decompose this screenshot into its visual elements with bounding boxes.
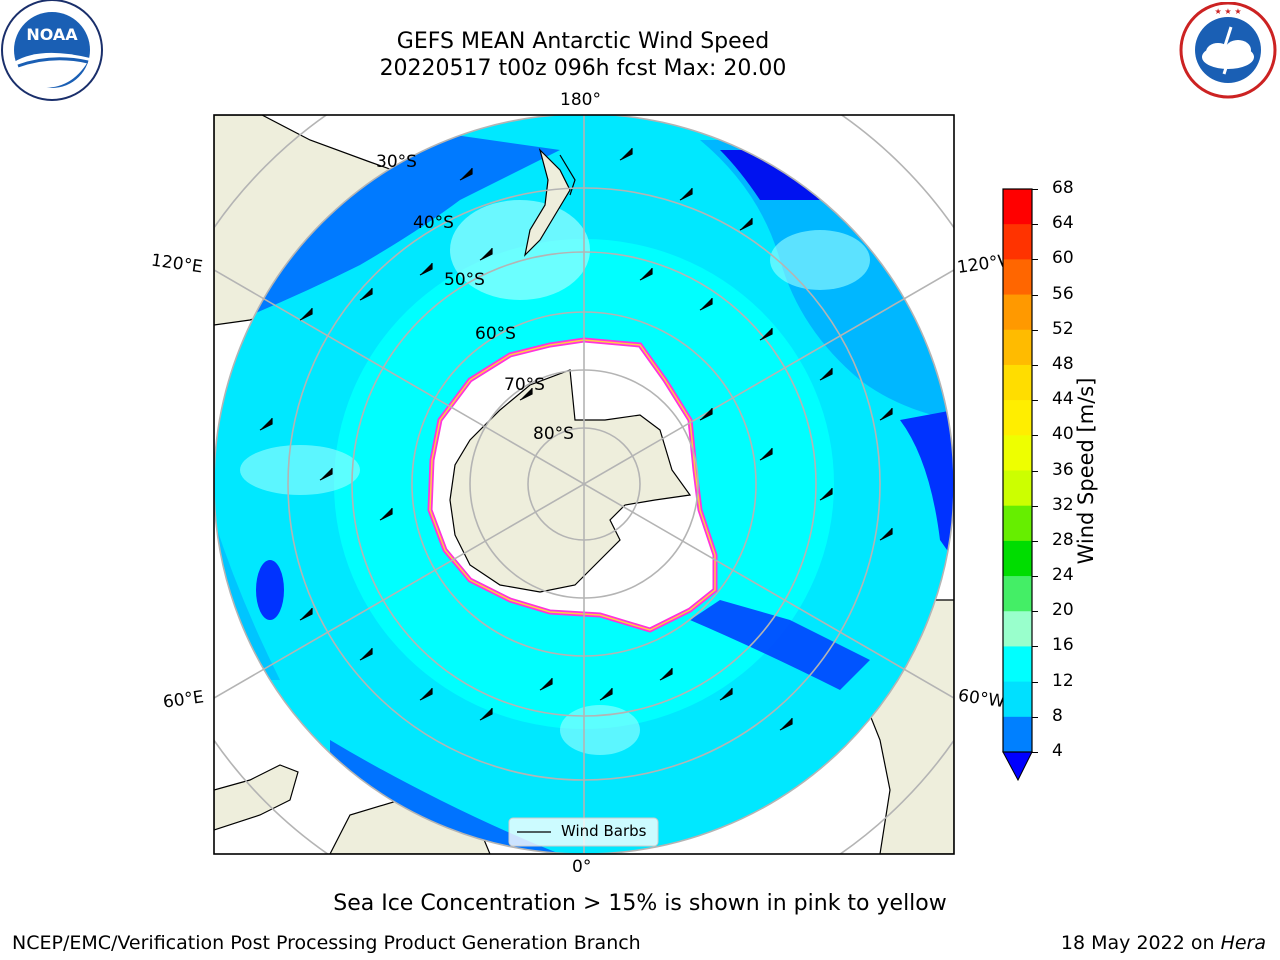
colorbar-tick-label: 12 [1052, 670, 1074, 691]
colorbar-tick-label: 16 [1052, 635, 1074, 656]
colorbar-tick [1032, 716, 1038, 718]
colorbar-band [1003, 646, 1032, 683]
colorbar-tick-label: 52 [1052, 318, 1074, 339]
colorbar-tick [1032, 364, 1038, 366]
lat-label-80s: 80°S [533, 424, 574, 444]
wind-barbs [259, 148, 893, 731]
colorbar-band [1003, 224, 1032, 260]
map-title: GEFS MEAN Antarctic Wind Speed [396, 29, 770, 54]
lon-label-0: 0° [572, 857, 592, 877]
colorbar-tick [1032, 400, 1038, 402]
colorbar-band [1003, 364, 1032, 401]
colorbar-tick-label: 64 [1052, 213, 1074, 234]
colorbar-band [1003, 716, 1032, 753]
colorbar-tick-label: 68 [1052, 178, 1074, 198]
colorbar-tick [1032, 540, 1038, 542]
colorbar-tick [1032, 329, 1038, 331]
colorbar-band [1003, 329, 1032, 366]
colorbar-band [1003, 611, 1032, 647]
colorbar-tick [1032, 224, 1038, 226]
colorbar-tick-label: 48 [1052, 353, 1074, 374]
colorbar-tick [1032, 752, 1038, 753]
noaa-logo: NOAA [1, 0, 103, 101]
colorbar-tick-label: 24 [1052, 565, 1074, 586]
colorbar-tick [1032, 681, 1038, 683]
colorbar-band [1003, 505, 1032, 542]
lon-label-180: 180° [560, 90, 601, 110]
colorbar-tick-label: 44 [1052, 389, 1074, 410]
colorbar-tick-label: 40 [1052, 424, 1074, 445]
colorbar-tick [1032, 611, 1038, 613]
colorbar-tick-label: 32 [1052, 494, 1074, 515]
colorbar-tick [1032, 189, 1038, 190]
lat-label-50s: 50°S [444, 270, 485, 290]
colorbar-tick-label: 60 [1052, 248, 1074, 269]
colorbar-tick-label: 56 [1052, 283, 1074, 304]
new-zealand-land [524, 147, 571, 257]
lat-label-60s: 60°S [475, 324, 516, 344]
colorbar-tick [1032, 435, 1038, 437]
lat-label-70s: 70°S [504, 375, 545, 395]
colorbar-band [1003, 294, 1032, 331]
colorbar-band [1003, 681, 1032, 718]
colorbar-band [1003, 470, 1032, 507]
colorbar-tick [1032, 505, 1038, 507]
footer-date: 18 May 2022 on Hera [1061, 932, 1266, 954]
colorbar-band [1003, 400, 1032, 436]
colorbar-tick-label: 4 [1052, 741, 1063, 761]
legend-label: Wind Barbs [561, 822, 647, 840]
antarctica-land [449, 369, 692, 593]
wind-band-dark [214, 130, 560, 330]
footer-host: Hera [1220, 932, 1266, 954]
colorbar-tick [1032, 294, 1038, 296]
colorbar-band [1003, 259, 1032, 296]
map-frame [213, 114, 955, 855]
map-subtitle: 20220517 t00z 096h fcst Max: 20.00 [379, 56, 787, 81]
lat-label-30s: 30°S [376, 152, 417, 172]
colorbar-band [1003, 540, 1032, 577]
sea-ice-note: Sea Ice Concentration > 15% is shown in … [333, 891, 947, 916]
madagascar-land [214, 764, 299, 831]
footer-date-text: 18 May 2022 on [1060, 932, 1221, 954]
colorbar-band [1003, 189, 1032, 225]
map-legend [508, 817, 659, 847]
colorbar-tick-label: 28 [1052, 529, 1074, 550]
colorbar-tick [1032, 646, 1038, 648]
footer-credit: NCEP/EMC/Verification Post Processing Pr… [12, 932, 641, 954]
colorbar-tick [1032, 470, 1038, 472]
colorbar-band [1003, 435, 1032, 471]
graticule [214, 115, 954, 854]
colorbar-tick [1032, 576, 1038, 578]
colorbar-extend-arrow [1002, 751, 1033, 782]
colorbar [1002, 188, 1033, 782]
nws-logo: ★ ★ ★ [1179, 2, 1277, 99]
lat-label-40s: 40°S [413, 213, 454, 233]
svg-text:★ ★ ★: ★ ★ ★ [1214, 7, 1241, 16]
colorbar-tick-label: 20 [1052, 600, 1074, 621]
colorbar-title: Wind Speed [m/s] [1074, 377, 1098, 565]
colorbar-tick [1032, 259, 1038, 261]
colorbar-tick-label: 36 [1052, 459, 1074, 480]
colorbar-band [1003, 576, 1032, 612]
colorbar-tick-label: 8 [1052, 705, 1063, 726]
noaa-logo-text: NOAA [26, 25, 78, 44]
